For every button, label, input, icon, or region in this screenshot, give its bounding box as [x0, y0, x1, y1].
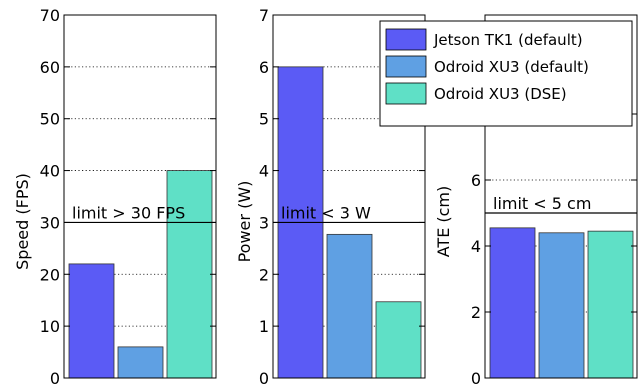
- ate-bars: [489, 227, 634, 379]
- speed-y-tick-label: 50: [40, 110, 60, 129]
- speed-bars: [68, 170, 213, 379]
- speed-y-tick-label: 30: [40, 213, 60, 232]
- speed-y-tick-label: 40: [40, 162, 60, 181]
- speed-y-tick-label: 70: [40, 6, 60, 25]
- speed-y-tick-label: 20: [40, 265, 60, 284]
- power-y-tick-label: 5: [259, 110, 269, 129]
- legend-entry-odroid-dse: Odroid XU3 (DSE): [385, 82, 567, 105]
- speed-y-tick-label: 60: [40, 58, 60, 77]
- power-panel: limit < 3 W 0 1 2 3 4 5 6 7 Power (W): [235, 6, 426, 386]
- ate-y-axis-label: ATE (cm): [434, 186, 453, 258]
- power-y-tick-label: 2: [259, 265, 269, 284]
- speed-bar-odroid-dse: [166, 170, 213, 379]
- power-y-tick-label: 1: [259, 317, 269, 336]
- power-threshold-label: limit < 3 W: [281, 203, 371, 222]
- speed-panel: limit > 30 FPS 0 10 20 30 40 50 60 70 Speed (FP…: [13, 6, 217, 386]
- legend: Jetson TK1 (default) Odroid XU3 (default…: [379, 20, 633, 127]
- speed-y-tick-label: 10: [40, 317, 60, 336]
- power-y-axis-label: Power (W): [235, 181, 254, 263]
- power-y-tick-label: 0: [259, 369, 269, 386]
- power-y-tick-label: 4: [259, 162, 269, 181]
- ate-panel: limit < 5 cm 02468 ATE (cm): [434, 14, 638, 386]
- ate-y-tick-label: 2: [471, 303, 481, 322]
- power-y-tick-label: 6: [259, 58, 269, 77]
- power-axes-frame: [272, 14, 426, 379]
- speed-y-axis-label: Speed (FPS): [13, 173, 32, 270]
- legend-swatch-odroid-dse: [385, 82, 427, 105]
- ate-y-tick-label: 6: [471, 171, 481, 190]
- speed-bar-odroid-default: [117, 346, 164, 379]
- speed-axes-frame: [63, 14, 217, 379]
- legend-label-odroid-dse: Odroid XU3 (DSE): [434, 85, 567, 103]
- legend-entry-odroid-default: Odroid XU3 (default): [385, 55, 589, 78]
- ate-y-tick-label: 0: [471, 369, 481, 386]
- speed-bar-jetson-tk1: [68, 263, 115, 379]
- speed-y-tick-label: 0: [50, 369, 60, 386]
- power-bars: [277, 66, 422, 379]
- legend-label-jetson-tk1: Jetson TK1 (default): [433, 31, 583, 49]
- ate-axes-frame: [484, 14, 638, 379]
- ate-y-tick-label: 4: [471, 237, 481, 256]
- power-y-ticks: 0 1 2 3 4 5 6 7: [259, 6, 425, 386]
- legend-label-odroid-default: Odroid XU3 (default): [434, 58, 589, 76]
- power-bar-odroid-default: [326, 233, 373, 379]
- power-bar-odroid-dse: [375, 301, 422, 379]
- legend-swatch-odroid-default: [385, 55, 427, 78]
- ate-bar-jetson-tk1: [489, 227, 536, 379]
- power-y-tick-label: 3: [259, 213, 269, 232]
- ate-threshold-label: limit < 5 cm: [493, 194, 591, 213]
- legend-swatch-jetson-tk1: [385, 28, 427, 51]
- power-y-tick-label: 7: [259, 6, 269, 25]
- speed-threshold-label: limit > 30 FPS: [72, 203, 185, 222]
- ate-bar-odroid-dse: [587, 230, 634, 379]
- ate-bar-odroid-default: [538, 232, 585, 379]
- legend-entry-jetson-tk1: Jetson TK1 (default): [385, 28, 583, 51]
- speed-y-ticks: 0 10 20 30 40 50 60 70: [40, 6, 216, 386]
